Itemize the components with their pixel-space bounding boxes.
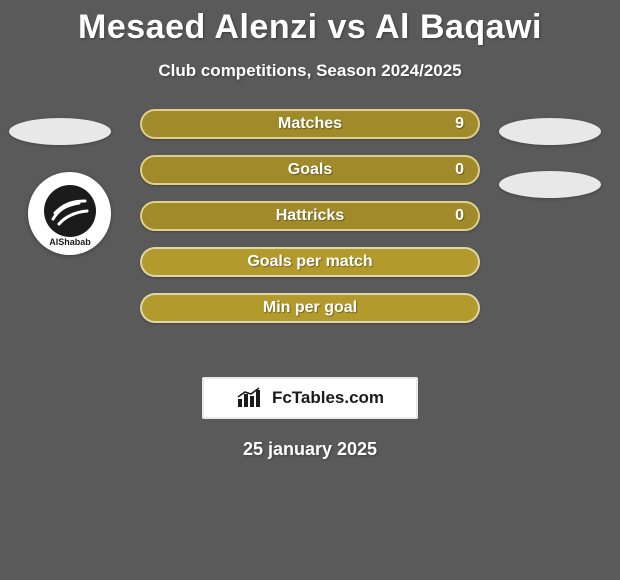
stat-bars: Matches 9 Goals 0 Hattricks 0 Goals per … bbox=[140, 109, 480, 339]
stat-value: 0 bbox=[455, 207, 464, 225]
right-placeholder-2 bbox=[499, 171, 601, 198]
club-badge: AlShabab bbox=[28, 172, 111, 255]
stat-label: Goals per match bbox=[142, 253, 478, 271]
stat-bar-goals-per-match: Goals per match bbox=[140, 247, 480, 277]
stats-area: AlShabab Matches 9 Goals 0 Hattricks 0 G… bbox=[0, 109, 620, 369]
club-logo-icon: AlShabab bbox=[35, 179, 105, 249]
stat-value: 9 bbox=[455, 115, 464, 133]
stat-label: Goals bbox=[142, 161, 478, 179]
branding-badge: FcTables.com bbox=[202, 377, 418, 419]
stat-bar-goals: Goals 0 bbox=[140, 155, 480, 185]
left-placeholder-1 bbox=[9, 118, 111, 145]
date-line: 25 january 2025 bbox=[0, 439, 620, 460]
branding-text: FcTables.com bbox=[272, 388, 384, 408]
stat-bar-matches: Matches 9 bbox=[140, 109, 480, 139]
right-placeholder-1 bbox=[499, 118, 601, 145]
stat-label: Hattricks bbox=[142, 207, 478, 225]
stat-value: 0 bbox=[455, 161, 464, 179]
page-title: Mesaed Alenzi vs Al Baqawi bbox=[0, 0, 620, 47]
bars-icon bbox=[236, 387, 266, 409]
season-subtitle: Club competitions, Season 2024/2025 bbox=[0, 61, 620, 81]
stat-bar-min-per-goal: Min per goal bbox=[140, 293, 480, 323]
stat-bar-hattricks: Hattricks 0 bbox=[140, 201, 480, 231]
svg-text:AlShabab: AlShabab bbox=[49, 237, 91, 247]
stat-label: Matches bbox=[142, 115, 478, 133]
stat-label: Min per goal bbox=[142, 299, 478, 317]
